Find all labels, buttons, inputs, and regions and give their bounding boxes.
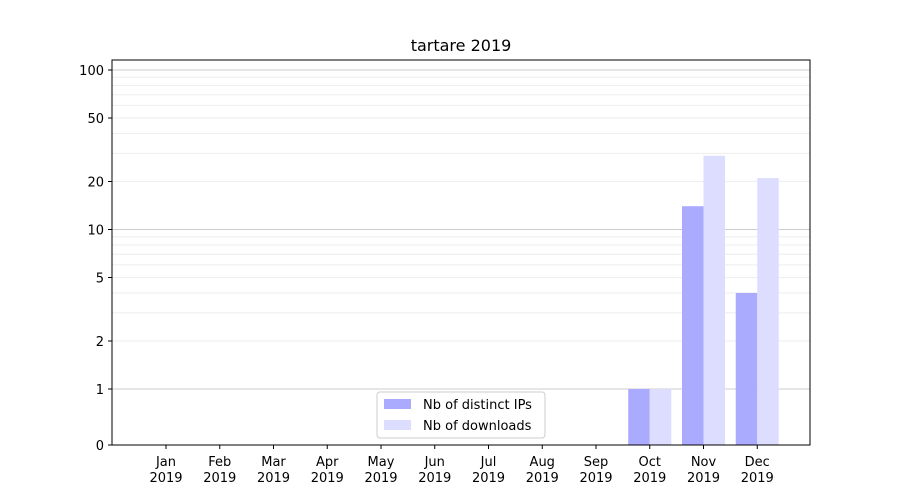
y-tick-label: 100 xyxy=(79,64,104,79)
x-tick-label-year: 2019 xyxy=(472,471,505,486)
legend: Nb of distinct IPs Nb of downloads xyxy=(376,391,546,439)
legend-label: Nb of distinct IPs xyxy=(423,398,532,413)
x-tick-label-month: Apr xyxy=(316,455,339,470)
bar-distinct-ips xyxy=(735,292,758,445)
bar-distinct-ips xyxy=(682,206,704,445)
x-tick-label-month: Mar xyxy=(261,455,286,470)
x-tick-label-year: 2019 xyxy=(257,471,290,486)
x-tick-label-year: 2019 xyxy=(687,471,720,486)
x-tick-label-month: Oct xyxy=(639,455,661,470)
x-tick-label-month: Sep xyxy=(584,455,609,470)
x-tick-label-year: 2019 xyxy=(741,471,774,486)
x-tick-label-year: 2019 xyxy=(149,471,182,486)
grid-layer xyxy=(112,69,810,390)
x-tick-label-year: 2019 xyxy=(526,471,559,486)
x-tick-label-month: Feb xyxy=(208,455,231,470)
x-tick-label-month: Nov xyxy=(691,455,717,470)
legend-label: Nb of downloads xyxy=(423,419,532,434)
x-axis: Jan2019Feb2019Mar2019Apr2019May2019Jun20… xyxy=(149,445,774,486)
x-tick-label-month: Jan xyxy=(155,455,176,470)
x-tick-label-month: Jun xyxy=(424,455,445,470)
chart-title: tartare 2019 xyxy=(411,36,512,55)
y-tick-label: 1 xyxy=(96,383,104,398)
bars-layer xyxy=(628,155,779,446)
y-tick-label: 50 xyxy=(87,112,104,127)
y-tick-label: 2 xyxy=(96,335,104,350)
bar-downloads xyxy=(649,389,672,445)
x-tick-label-month: Aug xyxy=(530,455,555,470)
bar-distinct-ips xyxy=(628,389,650,445)
x-tick-label-year: 2019 xyxy=(633,471,666,486)
x-tick-label-month: Dec xyxy=(745,455,770,470)
y-tick-label: 0 xyxy=(96,439,104,454)
x-tick-label-month: Jul xyxy=(480,455,497,470)
legend-swatch xyxy=(384,420,411,430)
x-tick-label-year: 2019 xyxy=(364,471,397,486)
bar-downloads xyxy=(757,178,779,445)
x-tick-label-year: 2019 xyxy=(311,471,344,486)
y-axis: 0 1 2 5 10 20 50 100 xyxy=(79,64,112,454)
x-tick-label-year: 2019 xyxy=(579,471,612,486)
y-tick-label: 10 xyxy=(87,224,104,239)
y-tick-label: 20 xyxy=(87,175,104,190)
x-tick-label-month: May xyxy=(368,455,395,470)
x-tick-label-year: 2019 xyxy=(418,471,451,486)
legend-box xyxy=(376,391,546,439)
bar-downloads xyxy=(703,155,725,446)
x-tick-label-year: 2019 xyxy=(203,471,236,486)
y-tick-label: 5 xyxy=(96,272,104,287)
legend-swatch xyxy=(384,399,411,409)
plot-area-frame xyxy=(111,59,811,446)
